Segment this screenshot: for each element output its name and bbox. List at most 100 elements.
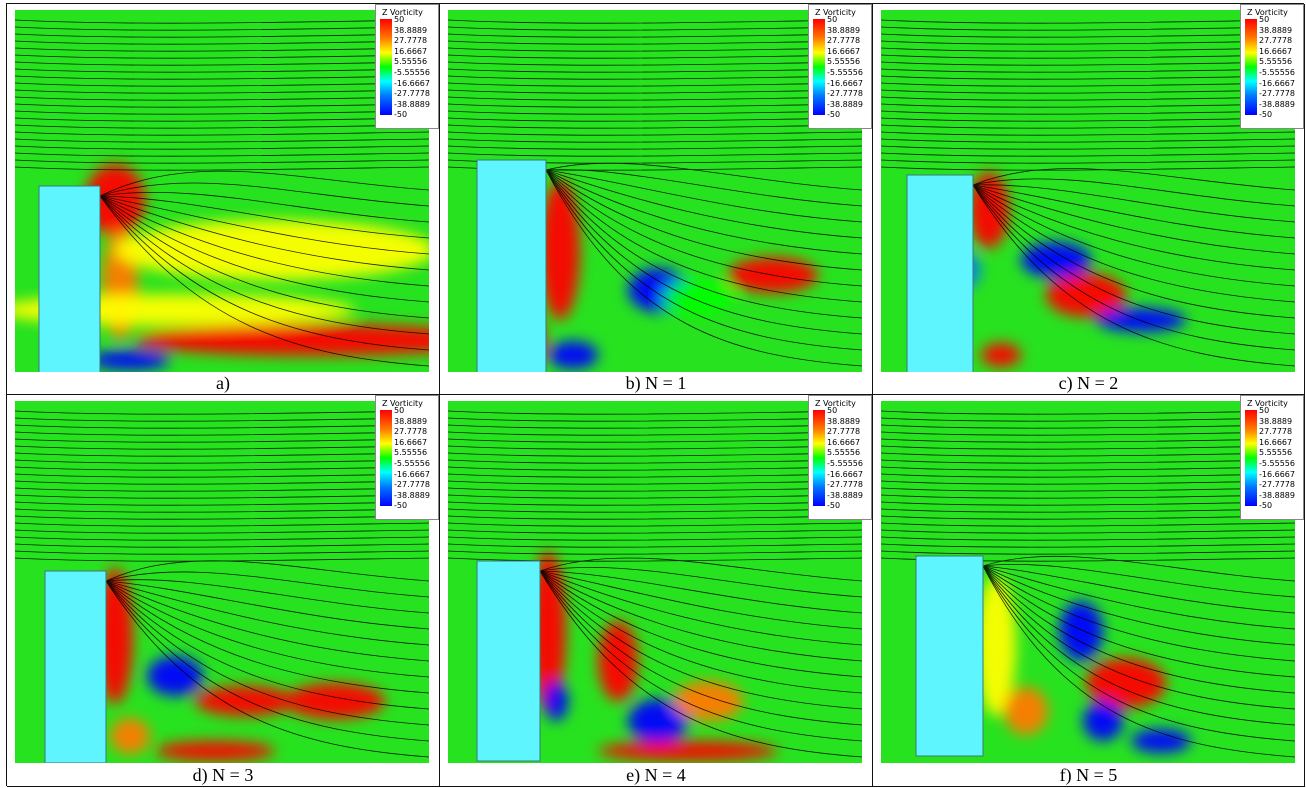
legend-tick-label: 27.7778	[394, 36, 427, 45]
legend-tick-label: 27.7778	[1259, 36, 1292, 45]
panel-f: Z Vorticity 50 38.8889 27.7778 16.6667 5.5555…	[873, 395, 1305, 787]
legend-colorbar	[1245, 410, 1257, 506]
legend-colorbar	[380, 410, 392, 506]
vorticity-region	[663, 280, 733, 316]
legend-labels: 50 38.8889 27.7778 16.6667 5.55556 -5.55556 -1…	[394, 406, 438, 518]
legend-tick-label: -38.8889	[394, 491, 430, 500]
vorticity-region	[969, 172, 1009, 248]
legend-tick-label: -5.55556	[827, 459, 863, 468]
legend-tick-label: 38.8889	[1259, 26, 1292, 35]
legend-tick-label: -27.7778	[1259, 89, 1295, 98]
caption-f: f) N = 5	[873, 765, 1304, 785]
legend-tick-label: 50	[827, 406, 837, 415]
legend-colorbar	[813, 19, 825, 115]
obstacle-block	[45, 571, 106, 763]
legend-tick-label: -50	[827, 501, 840, 510]
vorticity-svg-e	[448, 401, 862, 763]
legend-tick-label: 5.55556	[1259, 448, 1292, 457]
vorticity-svg-d	[15, 401, 429, 763]
caption-b: b) N = 1	[440, 373, 872, 393]
legend-tick-label: -16.6667	[827, 470, 863, 479]
legend-tick-label: 50	[394, 406, 404, 415]
vorticity-region	[544, 681, 568, 721]
legend-panel-f: Z Vorticity 50 38.8889 27.7778 16.6667 5.5555…	[1240, 395, 1304, 520]
legend-tick-label: -50	[827, 110, 840, 119]
legend-tick-label: -16.6667	[1259, 470, 1295, 479]
legend-tick-label: 38.8889	[1259, 417, 1292, 426]
legend-colorbar	[380, 19, 392, 115]
vorticity-region	[195, 686, 295, 716]
legend-tick-label: 50	[1259, 15, 1269, 24]
legend-tick-label: -5.55556	[1259, 459, 1295, 468]
legend-tick-label: 27.7778	[1259, 427, 1292, 436]
legend-tick-label: -38.8889	[827, 100, 863, 109]
vorticity-region	[1083, 701, 1123, 741]
legend-tick-label: 38.8889	[394, 417, 427, 426]
vorticity-region	[1096, 308, 1186, 332]
legend-tick-label: -5.55556	[394, 459, 430, 468]
caption-e: e) N = 4	[440, 765, 872, 785]
legend-panel-d: Z Vorticity 50 38.8889 27.7778 16.6667 5.5555…	[375, 395, 439, 520]
vorticity-plot-c	[881, 10, 1295, 372]
vorticity-plot-e	[448, 401, 862, 763]
legend-tick-label: -27.7778	[1259, 480, 1295, 489]
legend-labels: 50 38.8889 27.7778 16.6667 5.55556 -5.55556 -1…	[394, 15, 438, 127]
legend-tick-label: 16.6667	[827, 47, 860, 56]
legend-panel-c: Z Vorticity 50 38.8889 27.7778 16.6667 5.5555…	[1240, 4, 1304, 129]
legend-tick-label: -38.8889	[827, 491, 863, 500]
vorticity-svg-b	[448, 10, 862, 372]
legend-tick-label: -5.55556	[1259, 68, 1295, 77]
vorticity-region	[1004, 687, 1048, 735]
legend-tick-label: 5.55556	[827, 448, 860, 457]
obstacle-block	[907, 175, 973, 372]
legend-tick-label: -27.7778	[394, 89, 430, 98]
legend-tick-label: 27.7778	[827, 36, 860, 45]
panel-d: Z Vorticity 50 38.8889 27.7778 16.6667 5.5555…	[7, 395, 440, 787]
legend-tick-label: 50	[827, 15, 837, 24]
legend-tick-label: 16.6667	[1259, 47, 1292, 56]
legend-colorbar	[1245, 19, 1257, 115]
legend-panel-b: Z Vorticity 50 38.8889 27.7778 16.6667 5.5555…	[808, 4, 872, 129]
vorticity-region	[981, 343, 1021, 367]
legend-tick-label: -50	[394, 110, 407, 119]
obstacle-block	[39, 186, 100, 372]
legend-tick-label: 5.55556	[1259, 57, 1292, 66]
legend-tick-label: 16.6667	[394, 47, 427, 56]
legend-tick-label: 27.7778	[827, 427, 860, 436]
legend-tick-label: -38.8889	[394, 100, 430, 109]
legend-tick-label: 38.8889	[394, 26, 427, 35]
legend-panel-e: Z Vorticity 50 38.8889 27.7778 16.6667 5.5555…	[808, 395, 872, 520]
legend-colorbar	[813, 410, 825, 506]
panel-a: Z Vorticity 50 38.8889 27.7778 16.6667 5.5555…	[7, 4, 440, 395]
legend-tick-label: -27.7778	[827, 480, 863, 489]
legend-tick-label: -5.55556	[394, 68, 430, 77]
vorticity-svg-c	[881, 10, 1295, 372]
legend-tick-label: 5.55556	[394, 448, 427, 457]
vorticity-svg-f	[881, 401, 1295, 763]
legend-tick-label: -50	[1259, 110, 1272, 119]
legend-tick-label: -16.6667	[827, 79, 863, 88]
vorticity-plot-b	[448, 10, 862, 372]
vorticity-region	[548, 341, 598, 369]
vorticity-region	[147, 656, 203, 696]
obstacle-block	[477, 561, 540, 761]
legend-tick-label: -16.6667	[394, 470, 430, 479]
vorticity-plot-d	[15, 401, 429, 763]
obstacle-block	[477, 160, 546, 372]
legend-tick-label: 16.6667	[1259, 438, 1292, 447]
vorticity-region	[598, 621, 638, 701]
vorticity-region	[1021, 242, 1091, 278]
legend-tick-label: 16.6667	[394, 438, 427, 447]
vorticity-region	[90, 350, 170, 370]
legend-panel-a: Z Vorticity 50 38.8889 27.7778 16.6667 5.5555…	[375, 4, 439, 129]
legend-tick-label: 27.7778	[394, 427, 427, 436]
legend-tick-label: 5.55556	[394, 57, 427, 66]
legend-tick-label: -27.7778	[827, 89, 863, 98]
vorticity-region	[1046, 273, 1126, 317]
legend-tick-label: -50	[1259, 501, 1272, 510]
legend-tick-label: -27.7778	[394, 480, 430, 489]
legend-tick-label: -16.6667	[1259, 79, 1295, 88]
legend-tick-label: 50	[394, 15, 404, 24]
legend-tick-label: -5.55556	[827, 68, 863, 77]
vorticity-plot-a	[15, 10, 429, 372]
